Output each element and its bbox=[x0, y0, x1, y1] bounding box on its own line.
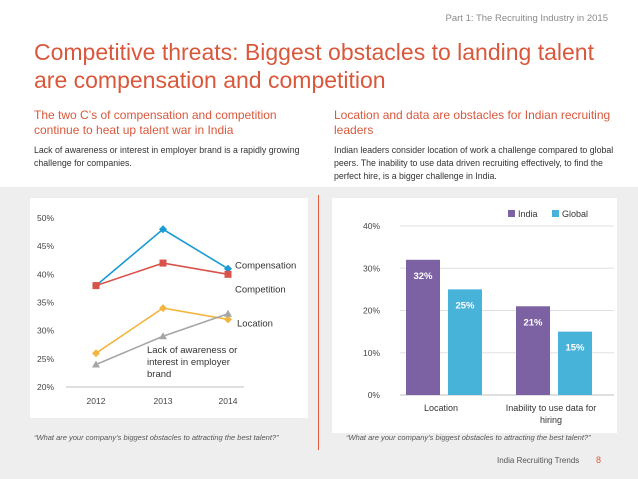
y-tick-label: 50% bbox=[37, 213, 54, 223]
legend-swatch-india bbox=[508, 210, 515, 217]
series-point-competition bbox=[159, 259, 167, 267]
right-footnote: “What are your company’s biggest obstacl… bbox=[346, 433, 591, 442]
bar-india bbox=[516, 306, 550, 395]
x-category-label: Location bbox=[424, 403, 458, 413]
bar-data-label: 25% bbox=[455, 300, 475, 311]
x-category-label: hiring bbox=[540, 415, 562, 425]
series-point-location bbox=[159, 304, 167, 313]
y-tick-label: 30% bbox=[363, 263, 380, 273]
y-tick-label: 25% bbox=[37, 354, 54, 364]
y-tick-label: 0% bbox=[368, 390, 381, 400]
bar-data-label: 15% bbox=[565, 343, 585, 354]
page-title: Competitive threats: Biggest obstacles t… bbox=[34, 39, 594, 93]
series-point-compensation bbox=[224, 264, 232, 273]
series-point-awareness bbox=[224, 309, 232, 317]
y-tick-label: 20% bbox=[37, 382, 54, 392]
left-subhead: The two C’s of compensation and competit… bbox=[34, 108, 277, 137]
series-point-competition bbox=[224, 270, 232, 278]
y-tick-label: 40% bbox=[37, 269, 54, 279]
line-chart: 20% 25% 30% 35% 40% 45% 50% 2012 2013 2014 Compens… bbox=[37, 213, 296, 406]
series-point-compensation bbox=[159, 225, 167, 234]
y-tick-label: 30% bbox=[37, 326, 54, 336]
y-tick-label: 35% bbox=[37, 298, 54, 308]
label-location: Location bbox=[237, 318, 273, 329]
bar-global bbox=[448, 289, 482, 395]
series-point-location bbox=[92, 349, 100, 358]
page-number: 8 bbox=[596, 455, 602, 465]
y-tick-label: 20% bbox=[363, 306, 380, 316]
legend-label-india: India bbox=[518, 209, 538, 219]
bar-chart-panel: 0% 10% 20% 30% 40% India Global 32% 25% Location 2… bbox=[332, 198, 617, 433]
label-awareness: Lack of awareness or bbox=[147, 345, 237, 356]
bar-chart: 0% 10% 20% 30% 40% India Global 32% 25% Location 2… bbox=[363, 209, 614, 425]
left-body-text: Lack of awareness or interest in employe… bbox=[34, 145, 300, 168]
right-subhead: Location and data are obstacles for Indi… bbox=[334, 108, 611, 137]
y-tick-label: 10% bbox=[363, 348, 380, 358]
y-tick-label: 45% bbox=[37, 241, 54, 251]
x-tick-label: 2013 bbox=[154, 396, 173, 406]
left-footnote: “What are your company’s biggest obstacl… bbox=[34, 433, 279, 442]
footer-brand: India Recruiting Trends bbox=[497, 456, 580, 465]
x-tick-label: 2012 bbox=[87, 396, 106, 406]
x-category-label: Inability to use data for bbox=[506, 403, 597, 413]
bar-global bbox=[558, 331, 592, 395]
bar-data-label: 21% bbox=[523, 317, 543, 328]
y-tick-label: 40% bbox=[363, 221, 380, 231]
divider-line bbox=[318, 195, 319, 450]
label-awareness: interest in employer bbox=[147, 357, 230, 368]
series-point-competition bbox=[92, 282, 100, 290]
series-point-location bbox=[224, 315, 232, 324]
part-label: Part 1: The Recruiting Industry in 2015 bbox=[445, 13, 608, 24]
legend-swatch-global bbox=[552, 210, 559, 217]
bar-data-label: 32% bbox=[413, 271, 433, 282]
line-chart-panel: 20% 25% 30% 35% 40% 45% 50% 2012 2013 2014 Compens… bbox=[30, 198, 308, 418]
label-compensation: Compensation bbox=[235, 261, 296, 272]
label-competition: Competition bbox=[235, 284, 286, 295]
bar-india bbox=[406, 259, 440, 395]
label-awareness: brand bbox=[147, 369, 171, 380]
legend-label-global: Global bbox=[562, 209, 588, 219]
series-line-compensation bbox=[95, 228, 229, 287]
series-point-awareness bbox=[159, 332, 167, 340]
x-tick-label: 2014 bbox=[219, 396, 238, 406]
right-body-text: Indian leaders consider location of work… bbox=[334, 145, 614, 181]
series-point-awareness bbox=[92, 360, 100, 368]
